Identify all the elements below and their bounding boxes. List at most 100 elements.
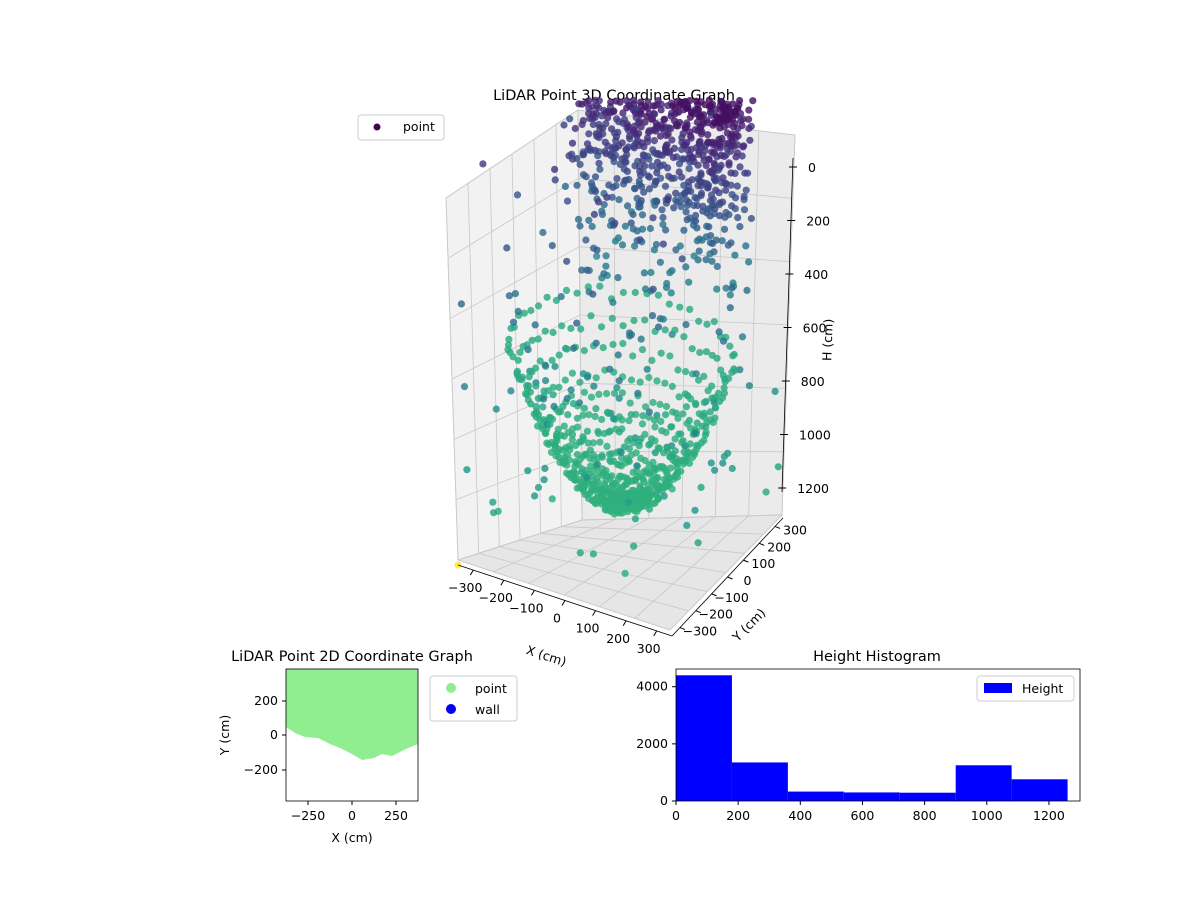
point-3d bbox=[579, 151, 587, 159]
point-3d bbox=[600, 469, 608, 477]
point-3d bbox=[649, 285, 657, 293]
point-3d bbox=[643, 365, 651, 373]
point-3d bbox=[645, 185, 654, 193]
z-tick-3d: 800 bbox=[801, 374, 825, 389]
point-3d bbox=[642, 403, 650, 411]
frame-histogram bbox=[675, 668, 1081, 802]
point-3d bbox=[616, 495, 624, 503]
point-3d bbox=[619, 322, 627, 330]
chart-histogram: Height Histogram 0 200 400 600 800 1000 1200 0… bbox=[636, 649, 1081, 823]
point-3d bbox=[712, 186, 720, 194]
point-3d bbox=[727, 169, 735, 177]
point-3d bbox=[579, 117, 587, 125]
point-3d bbox=[613, 384, 621, 392]
point-3d bbox=[710, 248, 718, 256]
point-3d bbox=[694, 201, 702, 210]
point-3d bbox=[551, 176, 559, 184]
z-tick-3d: 600 bbox=[803, 321, 827, 336]
point-3d bbox=[639, 151, 647, 159]
point-3d bbox=[548, 495, 556, 503]
point-3d bbox=[595, 159, 603, 167]
point-3d bbox=[542, 377, 550, 385]
legend-2d-point-marker bbox=[446, 683, 456, 693]
point-3d bbox=[555, 351, 563, 359]
point-3d bbox=[707, 102, 715, 110]
point-3d bbox=[536, 357, 544, 365]
point-3d bbox=[641, 316, 649, 324]
point-3d bbox=[614, 351, 622, 359]
point-3d bbox=[688, 176, 696, 184]
legend-histogram bbox=[976, 675, 1075, 702]
point-3d bbox=[577, 478, 585, 486]
point-3d bbox=[692, 97, 701, 105]
point-3d bbox=[583, 266, 591, 274]
point-3d bbox=[695, 317, 703, 325]
point-3d bbox=[597, 323, 606, 331]
point-3d bbox=[600, 270, 608, 278]
point-3d bbox=[588, 486, 596, 494]
point-3d bbox=[651, 423, 659, 431]
point-3d bbox=[625, 132, 634, 140]
point-3d bbox=[589, 110, 597, 118]
point-3d bbox=[713, 285, 721, 293]
legend-histogram-swatch bbox=[984, 683, 1012, 693]
point-3d bbox=[726, 304, 734, 312]
point-3d bbox=[639, 475, 647, 483]
point-3d bbox=[614, 274, 622, 282]
point-3d bbox=[662, 402, 671, 411]
point-3d bbox=[682, 208, 690, 216]
point-3d bbox=[685, 278, 693, 286]
x-tick-2d: 250 bbox=[384, 808, 408, 823]
point-3d bbox=[602, 150, 610, 158]
point-3d bbox=[572, 470, 580, 478]
point-3d bbox=[602, 252, 610, 260]
point-3d bbox=[587, 312, 595, 320]
point-3d bbox=[625, 417, 633, 425]
point-3d bbox=[638, 420, 647, 428]
point-3d bbox=[648, 115, 657, 123]
point-3d bbox=[592, 130, 600, 138]
point-3d bbox=[503, 244, 511, 252]
point-3d bbox=[549, 391, 557, 399]
point-3d bbox=[738, 121, 746, 130]
point-3d bbox=[619, 339, 627, 348]
point-3d bbox=[629, 468, 637, 476]
point-3d bbox=[683, 187, 691, 195]
point-3d bbox=[613, 175, 621, 183]
point-3d bbox=[694, 539, 702, 547]
point-3d bbox=[645, 441, 653, 449]
point-3d bbox=[679, 437, 687, 445]
point-3d bbox=[679, 457, 687, 465]
point-3d bbox=[641, 456, 649, 465]
point-3d bbox=[683, 216, 691, 224]
point-3d bbox=[598, 451, 606, 460]
point-3d bbox=[664, 130, 672, 138]
point-3d bbox=[713, 262, 721, 271]
point-3d bbox=[565, 456, 574, 464]
y-tick-3d: −100 bbox=[714, 590, 748, 605]
point-3d bbox=[692, 401, 700, 409]
x-tick-histogram: 1000 bbox=[971, 808, 1003, 823]
point-3d bbox=[692, 370, 700, 378]
x-tick-3d: 100 bbox=[576, 621, 600, 636]
point-3d bbox=[660, 483, 668, 491]
point-3d bbox=[509, 353, 517, 361]
point-3d bbox=[592, 405, 600, 413]
point-3d bbox=[616, 501, 624, 509]
point-3d bbox=[686, 113, 695, 121]
point-3d bbox=[702, 161, 710, 170]
point-3d bbox=[630, 316, 638, 325]
point-3d bbox=[652, 127, 660, 135]
point-3d bbox=[630, 144, 638, 152]
point-3d bbox=[648, 356, 656, 364]
point-3d bbox=[543, 293, 551, 301]
x-tick-histogram: 1200 bbox=[1033, 808, 1065, 823]
point-3d bbox=[657, 349, 665, 357]
points-2d-region bbox=[286, 669, 418, 760]
point-3d bbox=[610, 490, 618, 498]
point-3d bbox=[511, 290, 519, 298]
point-3d bbox=[733, 182, 741, 190]
point-3d bbox=[682, 368, 690, 376]
point-3d bbox=[577, 438, 585, 446]
point-3d bbox=[665, 124, 673, 132]
